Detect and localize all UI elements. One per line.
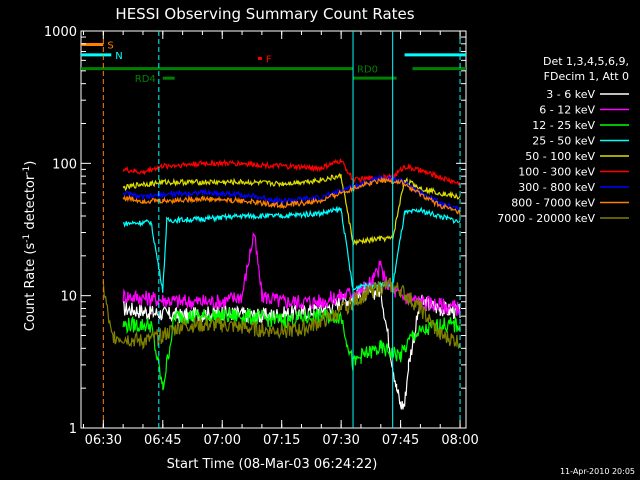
series-line-8: [102, 277, 461, 351]
footer-timestamp: 11-Apr-2010 20:05: [560, 467, 635, 476]
status-label-f: F: [266, 54, 272, 65]
x-tick-label-0: 06:30: [85, 433, 122, 448]
x-axis-label: Start Time (08-Mar-03 06:24:22): [167, 457, 378, 472]
legend-header-line-2: FDecim 1, Att 0: [544, 70, 629, 83]
series-line-7: [122, 176, 461, 216]
series-lines: [102, 158, 461, 410]
status-label-n: N: [115, 51, 122, 62]
legend-label-2: 12 - 25 keV: [532, 119, 595, 132]
legend-label-4: 50 - 100 keV: [525, 150, 595, 163]
series-line-5: [122, 158, 461, 187]
legend-label-0: 3 - 6 keV: [546, 88, 595, 101]
series-line-2: [122, 308, 461, 391]
legend-label-5: 100 - 300 keV: [518, 166, 595, 179]
status-bars: SN F RD0 RD4: [81, 41, 466, 85]
chart-title: HESSI Observing Summary Count Rates: [115, 5, 414, 23]
legend-header-line-1: Det 1,3,4,5,6,9,: [543, 55, 629, 68]
axes: 06:30 06:45 07:00 07:15 07:30 07:45 08:00 1 10 10…: [44, 25, 479, 448]
plot-frame: [80, 30, 467, 429]
x-tick-label-2: 07:00: [204, 433, 241, 448]
x-tick-label-1: 06:45: [144, 433, 181, 448]
series-line-4: [122, 172, 461, 247]
y-tick-label-1: 10: [60, 290, 77, 305]
y-axis-label: Count Rate (s-1 detector-1): [22, 161, 38, 332]
status-label-s: S: [107, 41, 113, 52]
legend-label-8: 7000 - 20000 keV: [497, 212, 595, 225]
series-line-3: [122, 205, 461, 293]
legend-label-6: 300 - 800 keV: [518, 181, 595, 194]
legend-label-7: 800 - 7000 keV: [511, 197, 595, 210]
series-line-1: [122, 231, 461, 316]
x-tick-label-6: 08:00: [441, 433, 478, 448]
legend-label-3: 25 - 50 keV: [532, 135, 595, 148]
series-line-6: [122, 173, 461, 214]
status-label-rd4: RD4: [135, 74, 156, 85]
y-tick-label-2: 100: [52, 157, 77, 172]
status-label-rd0: RD0: [357, 65, 378, 76]
y-tick-label-0: 1: [69, 422, 77, 437]
time-markers: [102, 31, 461, 428]
x-tick-label-4: 07:30: [322, 433, 359, 448]
x-tick-label-5: 07:45: [382, 433, 419, 448]
y-tick-label-3: 1000: [44, 25, 77, 40]
legend: Det 1,3,4,5,6,9, FDecim 1, Att 0 3 - 6 k…: [497, 55, 629, 225]
legend-label-1: 6 - 12 keV: [539, 104, 595, 117]
x-tick-label-3: 07:15: [263, 433, 300, 448]
plot-area: [80, 30, 467, 429]
